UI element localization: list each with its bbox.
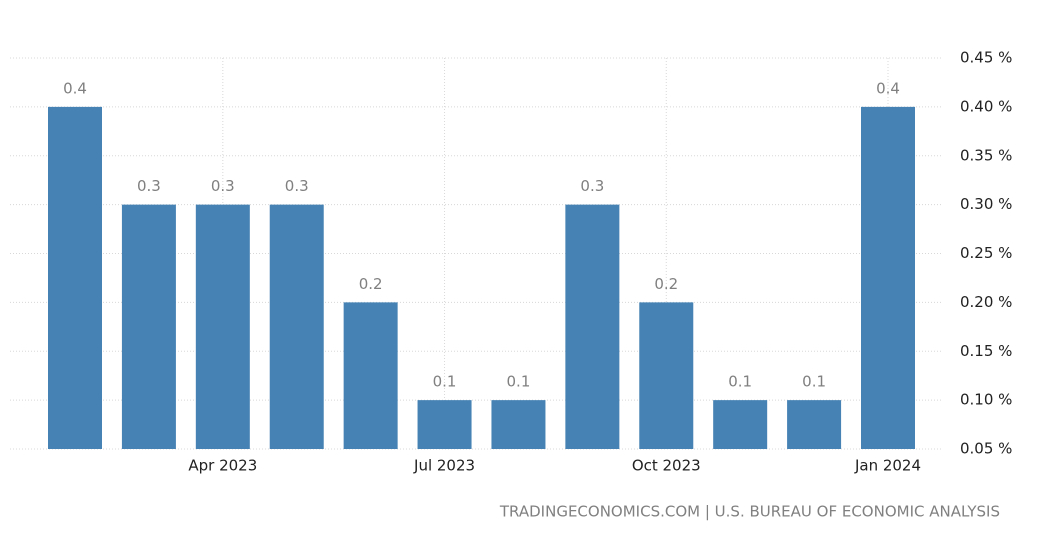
bar <box>787 400 842 449</box>
bar <box>491 400 546 449</box>
value-label: 0.2 <box>359 275 383 293</box>
value-label: 0.3 <box>211 177 235 195</box>
source: TRADINGECONOMICS.COM | U.S. BUREAU OF EC… <box>499 503 1000 521</box>
value-label: 0.1 <box>433 373 457 391</box>
bar <box>861 106 915 449</box>
y-tick-label: 0.15 % <box>960 342 1012 360</box>
bar <box>195 204 250 449</box>
value-label: 0.4 <box>63 79 87 97</box>
y-tick-label: 0.40 % <box>960 97 1012 115</box>
bar <box>269 204 324 449</box>
value-label: 0.1 <box>802 373 826 391</box>
value-label: 0.4 <box>876 79 900 97</box>
y-tick-label: 0.25 % <box>960 244 1012 262</box>
bar <box>565 204 620 449</box>
x-tick-label: Jul 2023 <box>413 457 475 475</box>
y-tick-label: 0.35 % <box>960 146 1012 164</box>
x-tick-label: Apr 2023 <box>188 457 257 475</box>
value-label: 0.3 <box>137 177 161 195</box>
value-label: 0.3 <box>580 177 604 195</box>
bar <box>417 400 472 449</box>
bar <box>121 204 176 449</box>
y-tick-label: 0.20 % <box>960 293 1012 311</box>
bar <box>48 106 102 449</box>
y-tick-label: 0.45 % <box>960 49 1012 67</box>
value-label: 0.1 <box>507 373 531 391</box>
value-label: 0.3 <box>285 177 309 195</box>
y-tick-label: 0.05 % <box>960 440 1012 458</box>
bar <box>639 302 694 449</box>
bar <box>713 400 768 449</box>
value-label: 0.1 <box>728 373 752 391</box>
value-label: 0.2 <box>654 275 678 293</box>
bar <box>343 302 398 449</box>
x-tick-label: Jan 2024 <box>854 457 921 475</box>
y-tick-label: 0.10 % <box>960 391 1012 409</box>
y-tick-label: 0.30 % <box>960 195 1012 213</box>
x-tick-label: Oct 2023 <box>632 457 701 475</box>
